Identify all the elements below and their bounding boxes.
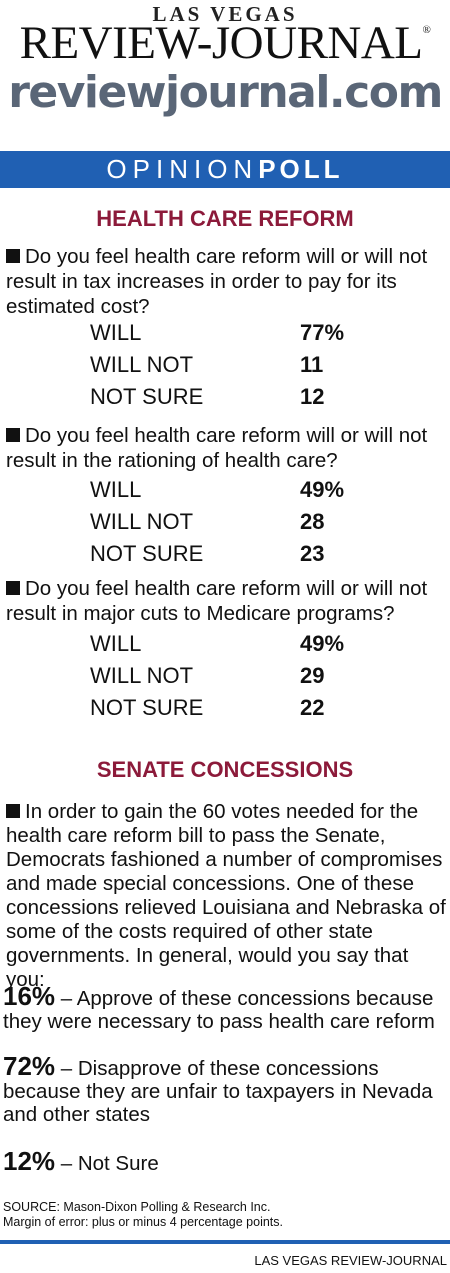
answer-value: 49%: [300, 477, 345, 502]
option-percent: 16%: [3, 981, 56, 1011]
answer-value: 77%: [300, 320, 345, 345]
answer-row: NOT SURE 22: [90, 692, 390, 724]
answer-value: 29: [300, 663, 325, 688]
masthead-title: REVIEW-JOURNAL®: [0, 16, 450, 70]
answer-value: 28: [300, 509, 325, 534]
margin-of-error-line: Margin of error: plus or minus 4 percent…: [3, 1215, 283, 1229]
answer-value: 22: [300, 695, 325, 720]
answer-label: WILL: [90, 631, 142, 656]
answers-2: WILL 49% WILL NOT 28 NOT SURE 23: [90, 474, 390, 570]
answer-label: WILL NOT: [90, 352, 194, 377]
section-title-senate-concessions: SENATE CONCESSIONS: [96, 757, 354, 782]
option-text: – Not Sure: [55, 1152, 159, 1175]
banner-poll: POLL: [258, 154, 344, 184]
option-approve: 16% – Approve of these concessions becau…: [3, 983, 447, 1033]
masthead-url[interactable]: reviewjournal.com: [8, 67, 443, 118]
question-3-text: Do you feel health care reform will or w…: [6, 577, 428, 625]
registered-mark: ®: [422, 24, 431, 36]
answer-label: WILL: [90, 320, 142, 345]
masthead-title-text: REVIEW-JOURNAL: [19, 17, 423, 69]
answer-row: NOT SURE 23: [90, 538, 390, 570]
answer-row: NOT SURE 12: [90, 381, 390, 413]
answers-1: WILL 77% WILL NOT 11 NOT SURE 12: [90, 317, 390, 413]
option-percent: 72%: [3, 1051, 56, 1081]
answer-row: WILL 77%: [90, 317, 390, 349]
question-1-text: Do you feel health care reform will or w…: [6, 245, 428, 318]
answer-value: 23: [300, 541, 325, 566]
option-text: – Disapprove of these concessions becaus…: [3, 1057, 433, 1126]
answer-value: 11: [300, 352, 324, 377]
senate-question-text: In order to gain the 60 votes needed for…: [6, 800, 446, 991]
opinion-poll-banner: OPINIONPOLL: [0, 151, 450, 188]
answer-row: WILL 49%: [90, 474, 390, 506]
answer-label: NOT SURE: [90, 384, 204, 409]
answer-value: 12: [300, 384, 325, 409]
answer-row: WILL 49%: [90, 628, 390, 660]
square-bullet-icon: [6, 249, 20, 263]
banner-opinion: OPINION: [106, 154, 259, 184]
question-3: Do you feel health care reform will or w…: [6, 576, 446, 626]
answer-label: WILL: [90, 477, 142, 502]
square-bullet-icon: [6, 581, 20, 595]
answer-label: NOT SURE: [90, 695, 204, 720]
question-2: Do you feel health care reform will or w…: [6, 423, 446, 473]
square-bullet-icon: [6, 804, 20, 818]
option-percent: 12%: [3, 1146, 56, 1176]
masthead-city: LAS VEGAS: [152, 2, 298, 26]
answer-row: WILL NOT 28: [90, 506, 390, 538]
question-2-text: Do you feel health care reform will or w…: [6, 424, 428, 472]
answer-row: WILL NOT 29: [90, 660, 390, 692]
answer-value: 49%: [300, 631, 345, 656]
answer-label: WILL NOT: [90, 509, 194, 534]
answer-row: WILL NOT 11: [90, 349, 390, 381]
section-title-health-care: HEALTH CARE REFORM: [96, 206, 354, 231]
source-line: SOURCE: Mason-Dixon Polling & Research I…: [3, 1200, 271, 1214]
option-not-sure: 12% – Not Sure: [3, 1148, 447, 1175]
answer-label: NOT SURE: [90, 541, 204, 566]
senate-question: In order to gain the 60 votes needed for…: [6, 800, 446, 992]
masthead: LAS VEGAS REVIEW-JOURNAL® reviewjournal.…: [0, 0, 450, 140]
square-bullet-icon: [6, 428, 20, 442]
credit-line: LAS VEGAS REVIEW-JOURNAL: [254, 1253, 447, 1268]
footer-rule: [0, 1240, 450, 1244]
answer-label: WILL NOT: [90, 663, 194, 688]
option-text: – Approve of these concessions because t…: [3, 987, 435, 1033]
source-note: SOURCE: Mason-Dixon Polling & Research I…: [3, 1200, 283, 1230]
question-1: Do you feel health care reform will or w…: [6, 244, 446, 319]
answers-3: WILL 49% WILL NOT 29 NOT SURE 22: [90, 628, 390, 724]
option-disapprove: 72% – Disapprove of these concessions be…: [3, 1053, 447, 1126]
